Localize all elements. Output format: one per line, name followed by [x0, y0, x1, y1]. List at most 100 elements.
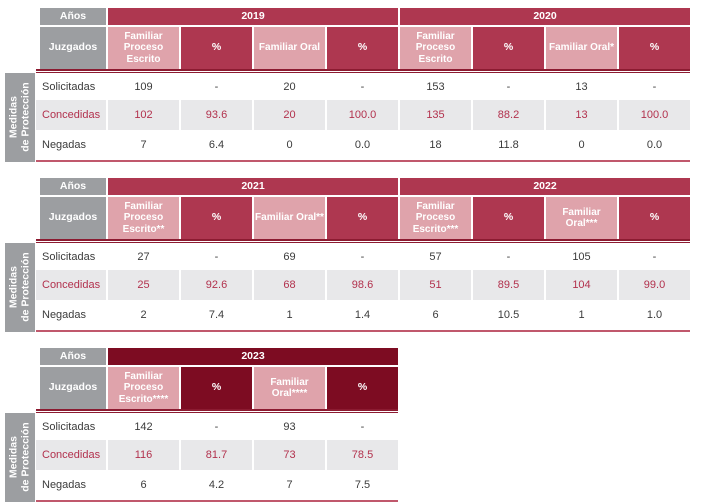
value-cell: 20 [254, 100, 325, 130]
column-header-cell: Familiar Proceso Escrito** [108, 197, 179, 239]
column-header-cell: Familiar Proceso Escrito*** [400, 197, 471, 239]
column-header-cell: % [619, 197, 690, 239]
value-cell: - [214, 420, 219, 433]
header-separator-line [36, 69, 690, 73]
row-group-label-medidas-proteccion: Medidas de Protección [5, 73, 35, 162]
sidebar-label-line1: Medidas [7, 436, 20, 479]
value-cell: 13 [575, 80, 588, 93]
value-cell: 6 [140, 479, 147, 491]
row-label-concedidas: Concedidas [36, 440, 106, 470]
table-body-2023: Solicitadas 142 - 93 - Concedidas 116 81… [36, 413, 398, 500]
value-cell: 109 [134, 80, 153, 93]
row-label-solicitadas: Solicitadas [42, 420, 96, 433]
value-cell: 7 [140, 139, 147, 151]
column-header-cell: % [473, 197, 544, 239]
value-cell: - [214, 250, 219, 263]
value-cell: 142 [134, 420, 153, 433]
value-cell: 0.0 [354, 139, 371, 151]
corner-juzgados-cell: Juzgados [40, 197, 106, 239]
value-cell: 10.5 [497, 309, 520, 321]
column-header-cell: Familiar Oral**** [254, 367, 325, 409]
year-header-2019: 2019 [108, 8, 398, 25]
sidebar-vertical-label: Medidas de Protección [8, 83, 32, 152]
table-header-2021-2022: Años 2021 2022 Juzgados Familiar Proceso… [36, 178, 690, 239]
table-block-2019-2020: Medidas de Protección Años 2019 2020 Juz… [5, 0, 690, 162]
value-cell: 7.5 [354, 479, 371, 491]
column-header-cell: Familiar Oral*** [546, 197, 617, 239]
value-cell: - [506, 250, 511, 263]
table-bottom-line [36, 500, 398, 502]
table-bottom-line [36, 330, 690, 332]
row-group-label-medidas-proteccion: Medidas de Protección [5, 243, 35, 332]
value-cell: 81.7 [181, 440, 252, 470]
value-cell: - [652, 250, 657, 263]
table-body-2021-2022: Solicitadas 27 - 69 - 57 - 105 - Concedi… [36, 243, 690, 330]
corner-anios-cell: Años [40, 348, 106, 365]
value-cell: 69 [283, 250, 296, 263]
value-cell: - [360, 420, 365, 433]
value-cell: 0.0 [646, 139, 663, 151]
sidebar-label-line1: Medidas [7, 96, 20, 139]
row-group-label-medidas-proteccion: Medidas de Protección [5, 413, 35, 502]
value-cell: 98.6 [327, 270, 398, 300]
value-cell: 153 [426, 80, 445, 93]
column-header-cell: % [473, 27, 544, 69]
column-header-cell: Familiar Proceso Escrito**** [108, 367, 179, 409]
value-cell: 93 [283, 420, 296, 433]
value-cell: 100.0 [327, 100, 398, 130]
value-cell: 25 [108, 270, 179, 300]
value-cell: 7.4 [208, 309, 225, 321]
row-label-negadas: Negadas [42, 479, 87, 491]
value-cell: 57 [429, 250, 442, 263]
column-header-cell: Familiar Proceso Escrito [108, 27, 179, 69]
value-cell: 135 [400, 100, 471, 130]
column-header-cell: % [181, 367, 252, 409]
value-cell: 102 [108, 100, 179, 130]
value-cell: 92.6 [181, 270, 252, 300]
sidebar-label-line2: de Protección [20, 82, 32, 153]
value-cell: 73 [254, 440, 325, 470]
year-header-2023: 2023 [108, 348, 398, 365]
column-header-cell: % [327, 197, 398, 239]
year-header-2022: 2022 [400, 178, 690, 195]
value-cell: 1 [578, 309, 585, 321]
row-label-solicitadas: Solicitadas [42, 80, 96, 93]
value-cell: 93.6 [181, 100, 252, 130]
corner-anios-cell: Años [40, 8, 106, 25]
column-header-cell: % [327, 27, 398, 69]
sidebar-label-line2: de Protección [20, 252, 32, 323]
value-cell: 104 [546, 270, 617, 300]
value-cell: 0 [578, 139, 585, 151]
value-cell: 2 [140, 309, 147, 321]
value-cell: 105 [572, 250, 591, 263]
value-cell: 4.2 [208, 479, 225, 491]
value-cell: 88.2 [473, 100, 544, 130]
sidebar-vertical-label: Medidas de Protección [8, 253, 32, 322]
sidebar-vertical-label: Medidas de Protección [8, 423, 32, 492]
column-header-cell: % [619, 27, 690, 69]
column-header-cell: % [181, 197, 252, 239]
value-cell: 6.4 [208, 139, 225, 151]
value-cell: 13 [546, 100, 617, 130]
table-header-2023: Años 2023 Juzgados Familiar Proceso Escr… [36, 348, 398, 409]
column-header-cell: % [327, 367, 398, 409]
value-cell: - [506, 80, 511, 93]
year-header-2020: 2020 [400, 8, 690, 25]
value-cell: 27 [137, 250, 150, 263]
value-cell: - [360, 250, 365, 263]
year-header-2021: 2021 [108, 178, 398, 195]
value-cell: 1.0 [646, 309, 663, 321]
column-header-cell: % [181, 27, 252, 69]
table-body-2019-2020: Solicitadas 109 - 20 - 153 - 13 - Conced… [36, 73, 690, 160]
value-cell: 51 [400, 270, 471, 300]
value-cell: 6 [432, 309, 439, 321]
corner-juzgados-cell: Juzgados [40, 367, 106, 409]
value-cell: - [360, 80, 365, 93]
value-cell: 99.0 [619, 270, 690, 300]
value-cell: - [214, 80, 219, 93]
value-cell: 89.5 [473, 270, 544, 300]
row-label-concedidas: Concedidas [36, 270, 106, 300]
table-block-2023: Medidas de Protección Años 2023 Juzgados… [5, 348, 398, 502]
value-cell: - [652, 80, 657, 93]
